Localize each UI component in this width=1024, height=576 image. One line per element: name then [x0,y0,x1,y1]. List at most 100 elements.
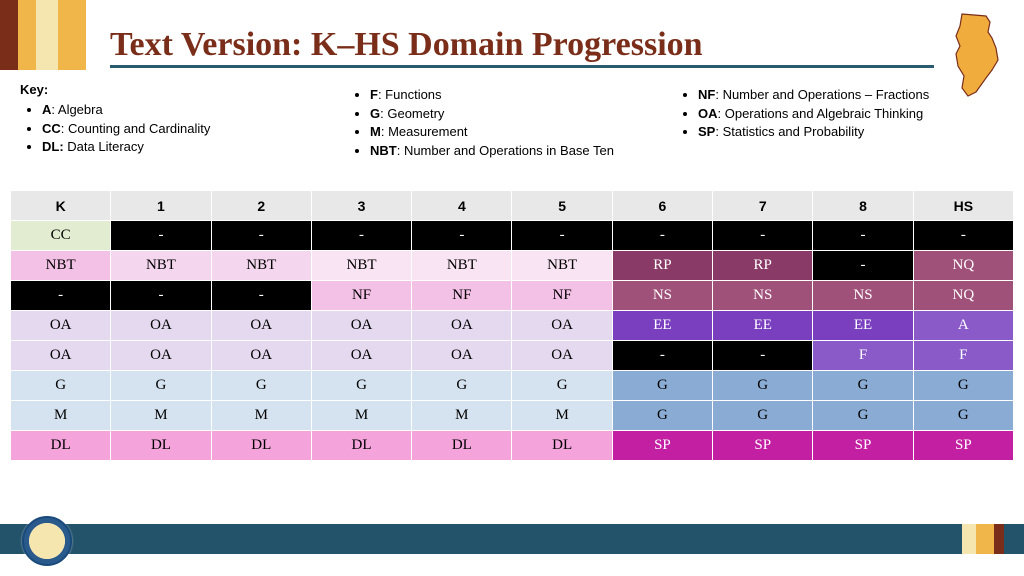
col-header: 1 [111,191,211,221]
table-cell: G [211,371,311,401]
table-cell: DL [311,431,411,461]
top-accent-stripes [0,0,86,70]
table-cell: - [211,281,311,311]
table-cell: G [713,401,813,431]
table-cell: SP [713,431,813,461]
key-col-1: Key: A: AlgebraCC: Counting and Cardinal… [20,82,348,160]
table-cell: G [913,401,1013,431]
table-cell: - [713,341,813,371]
table-cell: SP [612,431,712,461]
table-cell: OA [11,341,111,371]
table-cell: G [612,371,712,401]
footer-accent-stripes [962,524,1024,554]
table-cell: G [813,371,913,401]
stripe [58,0,86,70]
table-row: NBTNBTNBTNBTNBTNBTRPRP-NQ [11,251,1014,281]
table-body: CC---------NBTNBTNBTNBTNBTNBTRPRP-NQ---N… [11,221,1014,461]
key-item: DL: Data Literacy [42,138,338,156]
footer-bar [0,524,1024,554]
table-cell: - [111,281,211,311]
progression-table: K12345678HS CC---------NBTNBTNBTNBTNBTNB… [10,190,1014,461]
table-cell: OA [512,311,612,341]
table-cell: G [612,401,712,431]
table-cell: OA [412,311,512,341]
key-item: SP: Statistics and Probability [698,123,994,141]
table-cell: CC [11,221,111,251]
table-cell: - [311,221,411,251]
table-cell: M [11,401,111,431]
table-row: GGGGGGGGGG [11,371,1014,401]
table-cell: DL [111,431,211,461]
table-cell: NF [311,281,411,311]
key-list-2: F: FunctionsG: GeometryM: MeasurementNBT… [348,86,666,159]
key-legend: Key: A: AlgebraCC: Counting and Cardinal… [20,82,1004,160]
key-item: NBT: Number and Operations in Base Ten [370,142,666,160]
page-title: Text Version: K–HS Domain Progression [110,26,703,63]
col-header: K [11,191,111,221]
table-cell: - [512,221,612,251]
table-cell: F [913,341,1013,371]
col-header: 2 [211,191,311,221]
table-row: MMMMMMGGGG [11,401,1014,431]
table-cell: RP [713,251,813,281]
table-cell: G [512,371,612,401]
stripe [1004,524,1024,554]
table-cell: - [612,221,712,251]
key-item: A: Algebra [42,101,338,119]
col-header: 5 [512,191,612,221]
table-cell: G [412,371,512,401]
col-header: 8 [813,191,913,221]
col-header: 4 [412,191,512,221]
stripe [0,0,18,70]
table-header-row: K12345678HS [11,191,1014,221]
table-cell: RP [612,251,712,281]
table-row: DLDLDLDLDLDLSPSPSPSP [11,431,1014,461]
table-cell: - [612,341,712,371]
col-header: 7 [713,191,813,221]
key-item: G: Geometry [370,105,666,123]
table-cell: NBT [311,251,411,281]
table-cell: G [813,401,913,431]
table-cell: EE [612,311,712,341]
table-cell: OA [512,341,612,371]
table-row: CC--------- [11,221,1014,251]
table-cell: OA [111,311,211,341]
table-cell: DL [211,431,311,461]
table-cell: NBT [412,251,512,281]
key-col-3: NF: Number and Operations – FractionsOA:… [676,82,1004,160]
table-cell: NS [713,281,813,311]
table-cell: DL [512,431,612,461]
stripe [962,524,976,554]
table-cell: - [713,221,813,251]
table-cell: OA [412,341,512,371]
stripe [994,524,1004,554]
table-cell: A [913,311,1013,341]
key-item: F: Functions [370,86,666,104]
table-cell: NF [412,281,512,311]
stripe [976,524,994,554]
progression-table-wrap: K12345678HS CC---------NBTNBTNBTNBTNBTNB… [10,190,1014,461]
stripe [18,0,36,70]
key-item: CC: Counting and Cardinality [42,120,338,138]
table-cell: OA [211,341,311,371]
col-header: HS [913,191,1013,221]
table-cell: OA [11,311,111,341]
table-cell: NS [612,281,712,311]
table-cell: OA [111,341,211,371]
table-cell: NBT [512,251,612,281]
table-cell: M [512,401,612,431]
table-cell: M [412,401,512,431]
table-cell: - [913,221,1013,251]
table-cell: F [813,341,913,371]
key-list-1: A: AlgebraCC: Counting and CardinalityDL… [20,101,338,156]
table-cell: M [311,401,411,431]
table-cell: - [11,281,111,311]
table-cell: - [211,221,311,251]
key-heading: Key: [20,82,338,97]
table-cell: NQ [913,251,1013,281]
table-cell: EE [713,311,813,341]
key-list-3: NF: Number and Operations – FractionsOA:… [676,86,994,141]
table-cell: - [813,221,913,251]
table-cell: DL [11,431,111,461]
table-cell: OA [211,311,311,341]
